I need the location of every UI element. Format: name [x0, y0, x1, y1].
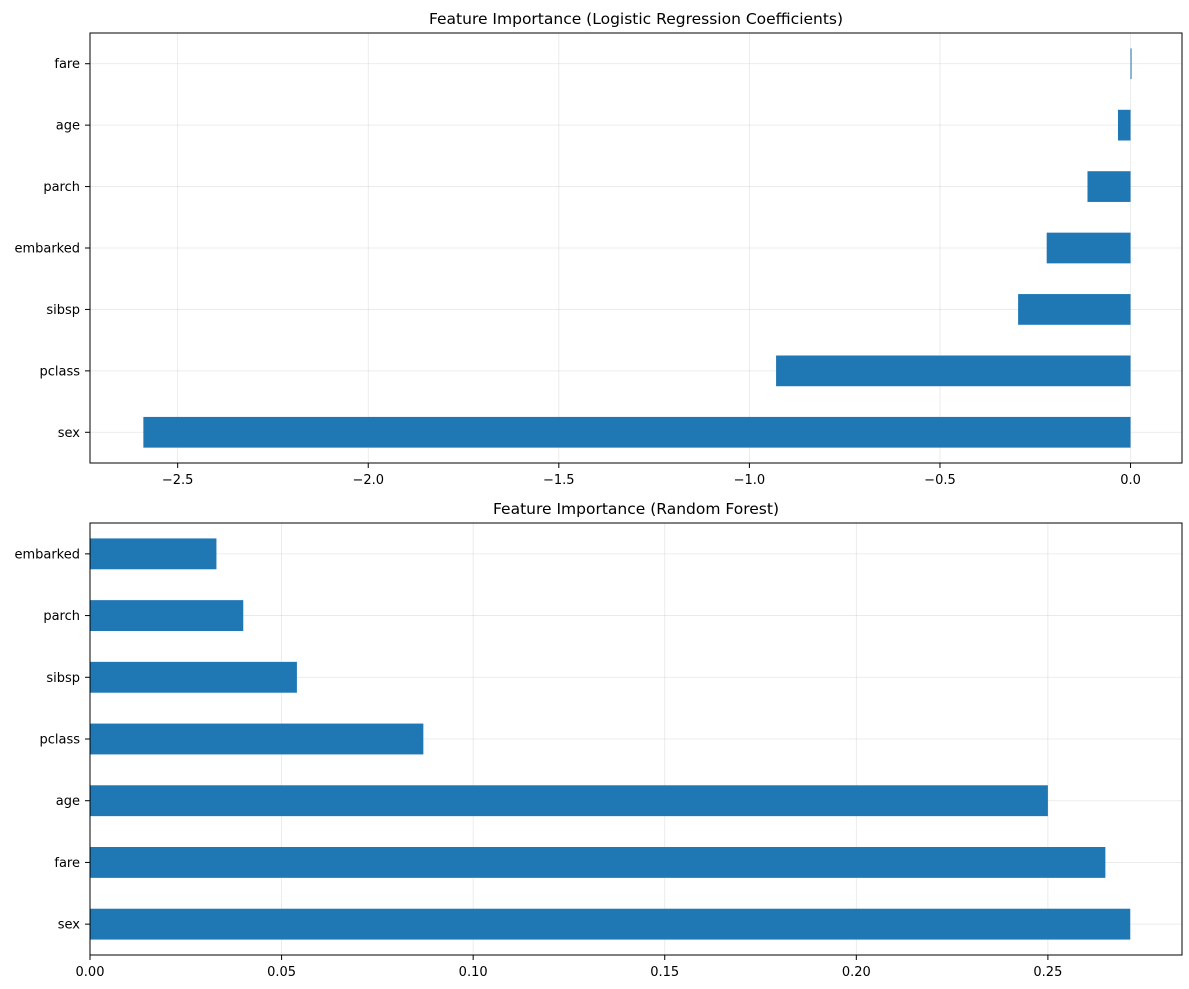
rf-x-tick-label: 0.00: [76, 965, 105, 980]
rf-chart-title: Feature Importance (Random Forest): [493, 500, 779, 518]
lr-x-tick-label: −2.5: [162, 473, 194, 488]
lr-y-tick-label-parch: parch: [43, 180, 80, 195]
lr-x-tick-label: −1.0: [734, 473, 766, 488]
lr-x-tick-label: −0.5: [924, 473, 956, 488]
lr-y-axis: sex pclass sibsp embarked parch age fare: [14, 57, 90, 441]
rf-bar-age: [90, 785, 1048, 817]
rf-bar-embarked: [90, 538, 217, 570]
rf-bar-parch: [90, 600, 244, 631]
lr-bar-embarked: [1046, 232, 1131, 264]
rf-y-tick-label-age: age: [56, 794, 80, 809]
lr-bar-parch: [1087, 171, 1131, 202]
rf-y-tick-label-parch: parch: [43, 609, 80, 624]
lr-x-axis: −2.5 −2.0 −1.5 −1.0 −0.5 0.0: [162, 463, 1141, 488]
lr-bar-fare: [1130, 48, 1132, 80]
lr-bar-sex: [143, 416, 1131, 448]
lr-bar-pclass: [776, 355, 1131, 387]
rf-y-axis: sex fare age pclass sibsp parch embarked: [14, 547, 90, 933]
lr-x-tick-label: 0.0: [1120, 473, 1141, 488]
rf-y-tick-label-fare: fare: [54, 856, 80, 871]
rf-bars: [90, 538, 1131, 940]
lr-y-tick-label-age: age: [56, 119, 80, 134]
lr-bar-sibsp: [1018, 294, 1131, 325]
lr-bars: [143, 48, 1132, 448]
lr-y-tick-label-embarked: embarked: [14, 242, 80, 257]
rf-x-tick-label: 0.15: [650, 965, 679, 980]
rf-x-tick-label: 0.20: [842, 965, 871, 980]
lr-bar-age: [1117, 109, 1131, 141]
rf-x-tick-label: 0.25: [1033, 965, 1062, 980]
lr-chart-title: Feature Importance (Logistic Regression …: [429, 10, 843, 28]
lr-y-tick-label-fare: fare: [54, 57, 80, 72]
rf-bar-fare: [90, 847, 1106, 878]
lr-y-tick-label-sibsp: sibsp: [46, 303, 80, 318]
rf-y-tick-label-sex: sex: [58, 918, 81, 933]
lr-x-tick-label: −1.5: [543, 473, 575, 488]
rf-bar-sex: [90, 908, 1131, 940]
logistic-regression-chart: −2.5 −2.0 −1.5 −1.0 −0.5 0.0 sex pclass sibsp emb…: [14, 10, 1183, 488]
random-forest-chart: 0.00 0.05 0.10 0.15 0.20 0.25 sex fare age pclass…: [14, 500, 1183, 980]
rf-x-axis: 0.00 0.05 0.10 0.15 0.20 0.25: [76, 955, 1062, 980]
rf-bar-sibsp: [90, 661, 297, 693]
lr-y-tick-label-pclass: pclass: [39, 364, 80, 379]
rf-x-tick-label: 0.10: [459, 965, 488, 980]
lr-y-tick-label-sex: sex: [58, 426, 81, 441]
lr-x-tick-label: −2.0: [352, 473, 384, 488]
rf-x-tick-label: 0.05: [267, 965, 296, 980]
lr-grid: [90, 33, 1182, 463]
rf-y-tick-label-pclass: pclass: [39, 733, 80, 748]
rf-y-tick-label-sibsp: sibsp: [46, 671, 80, 686]
rf-bar-pclass: [90, 723, 424, 755]
rf-y-tick-label-embarked: embarked: [14, 547, 80, 562]
